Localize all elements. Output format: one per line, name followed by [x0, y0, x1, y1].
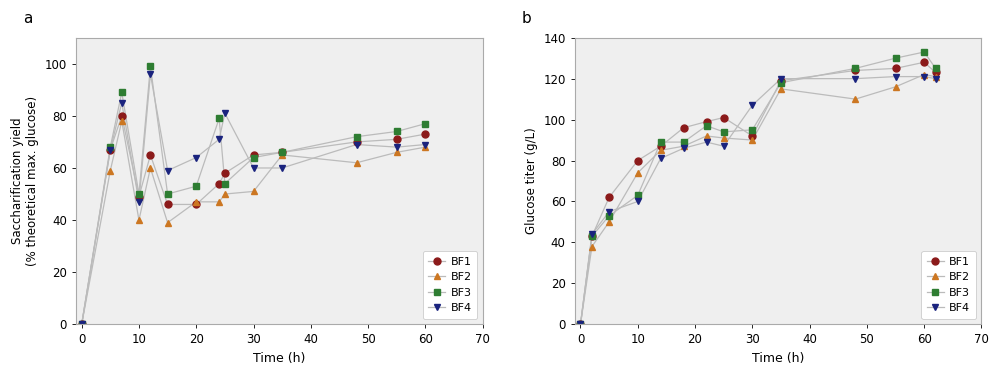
Text: a: a	[23, 11, 32, 26]
X-axis label: Time (h): Time (h)	[752, 352, 804, 365]
X-axis label: Time (h): Time (h)	[253, 352, 305, 365]
Legend: BF1, BF2, BF3, BF4: BF1, BF2, BF3, BF4	[921, 251, 976, 319]
Text: b: b	[522, 11, 532, 26]
Y-axis label: Saccharification yield
(% theoretical max. glucose): Saccharification yield (% theoretical ma…	[11, 96, 39, 266]
Y-axis label: Glucose titer (g/L): Glucose titer (g/L)	[525, 127, 538, 234]
Legend: BF1, BF2, BF3, BF4: BF1, BF2, BF3, BF4	[423, 251, 477, 319]
